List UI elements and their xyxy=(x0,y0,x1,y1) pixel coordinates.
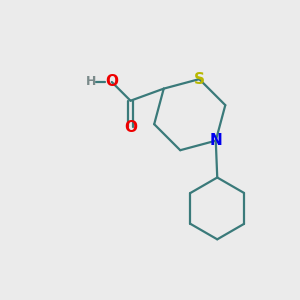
Text: H: H xyxy=(85,76,96,88)
Text: O: O xyxy=(105,74,118,89)
Text: N: N xyxy=(209,133,222,148)
Text: O: O xyxy=(124,120,137,135)
Text: S: S xyxy=(194,72,205,87)
